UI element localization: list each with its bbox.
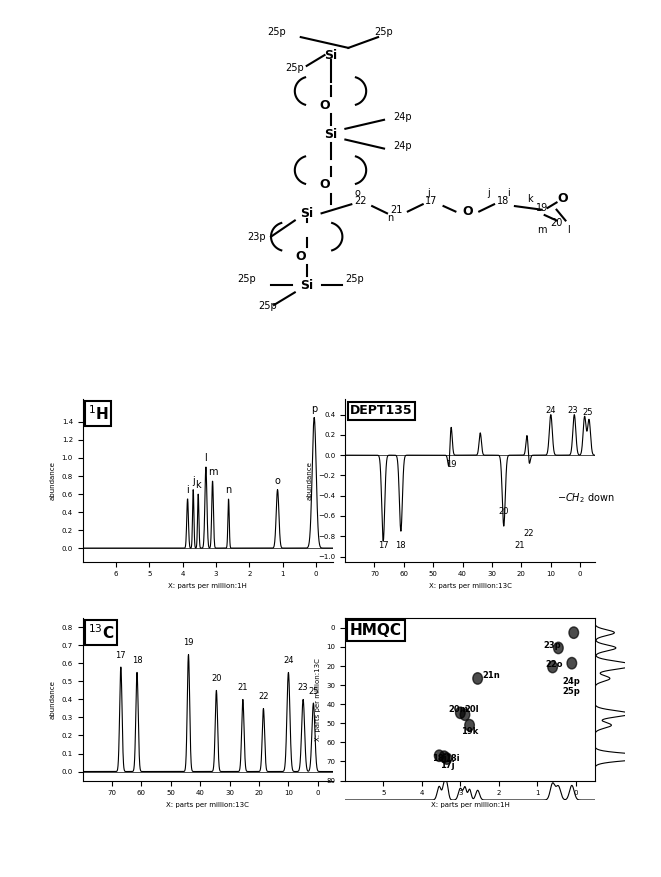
- Text: 25p: 25p: [268, 27, 286, 38]
- Text: 22o: 22o: [546, 660, 563, 668]
- Text: $^{13}$C: $^{13}$C: [88, 624, 114, 642]
- Text: 21n: 21n: [483, 671, 500, 680]
- Ellipse shape: [569, 627, 578, 638]
- Ellipse shape: [473, 673, 483, 684]
- Text: 18: 18: [132, 656, 142, 666]
- Text: i: i: [508, 189, 510, 198]
- Text: j: j: [486, 189, 490, 198]
- Text: 25p: 25p: [346, 274, 364, 283]
- X-axis label: X: parts per million:13C: X: parts per million:13C: [428, 583, 512, 588]
- Y-axis label: abundance: abundance: [307, 461, 313, 500]
- Text: $^{1}$H: $^{1}$H: [88, 404, 108, 423]
- Text: O: O: [295, 250, 306, 263]
- Text: 22: 22: [524, 529, 534, 538]
- Text: 23: 23: [568, 405, 578, 415]
- Text: o: o: [354, 189, 360, 198]
- Text: 24p: 24p: [563, 677, 580, 686]
- Text: 23p: 23p: [247, 232, 266, 242]
- Text: Si: Si: [300, 279, 313, 292]
- Y-axis label: abundance: abundance: [50, 461, 56, 500]
- Text: 25p: 25p: [286, 63, 304, 74]
- Text: k: k: [196, 481, 201, 490]
- Text: 17j: 17j: [440, 760, 454, 770]
- Text: O: O: [319, 99, 330, 112]
- Text: 25p: 25p: [258, 301, 278, 310]
- Text: n: n: [387, 213, 393, 224]
- Text: 23p: 23p: [544, 640, 561, 650]
- Text: l: l: [204, 453, 208, 463]
- Text: 18i: 18i: [446, 754, 460, 763]
- Ellipse shape: [567, 658, 576, 669]
- Text: 25p: 25p: [375, 27, 393, 38]
- Text: l: l: [567, 225, 570, 235]
- Text: DEPT135: DEPT135: [350, 404, 412, 417]
- Text: m: m: [537, 225, 547, 235]
- Text: 24: 24: [545, 405, 556, 415]
- Text: j: j: [427, 189, 430, 198]
- Text: 20l: 20l: [465, 705, 479, 715]
- Text: 20m: 20m: [448, 705, 469, 715]
- Ellipse shape: [553, 642, 563, 653]
- Text: 25p: 25p: [563, 688, 580, 696]
- Text: O: O: [462, 205, 473, 218]
- Text: 20: 20: [498, 507, 509, 516]
- Ellipse shape: [460, 709, 470, 720]
- Text: Si: Si: [324, 128, 337, 140]
- Text: 19: 19: [183, 638, 194, 647]
- Ellipse shape: [442, 752, 451, 765]
- Text: 22: 22: [354, 196, 366, 206]
- Text: j: j: [192, 476, 194, 486]
- Text: 25: 25: [308, 687, 319, 695]
- X-axis label: X: parts per million:1H: X: parts per million:1H: [430, 802, 510, 808]
- Ellipse shape: [465, 719, 475, 731]
- Text: 21: 21: [515, 541, 525, 551]
- Text: 25: 25: [582, 408, 593, 417]
- Text: 24p: 24p: [393, 111, 412, 122]
- X-axis label: X: parts per million:13C: X: parts per million:13C: [166, 802, 249, 808]
- Text: 19: 19: [535, 203, 548, 213]
- Text: 19: 19: [446, 460, 456, 469]
- Text: O: O: [319, 178, 330, 191]
- Text: 17: 17: [378, 541, 389, 551]
- Text: m: m: [208, 467, 217, 477]
- Y-axis label: abundance: abundance: [50, 680, 56, 719]
- Ellipse shape: [434, 750, 444, 761]
- Text: 19k: 19k: [461, 727, 478, 737]
- Text: 18: 18: [395, 541, 406, 551]
- Text: 20: 20: [551, 217, 563, 228]
- Text: p: p: [311, 403, 317, 414]
- Text: 24p: 24p: [393, 140, 412, 151]
- Ellipse shape: [548, 661, 557, 673]
- Text: 25p: 25p: [237, 274, 256, 283]
- Text: 22: 22: [258, 692, 268, 702]
- Text: 20: 20: [211, 674, 221, 683]
- Text: 21: 21: [237, 683, 248, 692]
- Text: 17: 17: [426, 196, 438, 206]
- X-axis label: X: parts per million:1H: X: parts per million:1H: [168, 583, 247, 588]
- Text: 17: 17: [116, 651, 126, 660]
- Ellipse shape: [440, 751, 449, 762]
- Y-axis label: X: parts per million:13C: X: parts per million:13C: [315, 658, 321, 741]
- Text: 24: 24: [283, 656, 293, 666]
- Text: HMQC: HMQC: [350, 624, 402, 638]
- Text: 23: 23: [298, 683, 309, 692]
- Text: 21: 21: [390, 205, 402, 215]
- Text: n: n: [225, 485, 232, 495]
- Text: 18j: 18j: [432, 754, 447, 763]
- Text: i: i: [186, 485, 189, 495]
- Text: Si: Si: [324, 48, 337, 61]
- Text: Si: Si: [300, 207, 313, 220]
- Text: k: k: [527, 195, 533, 204]
- Ellipse shape: [455, 707, 465, 718]
- Text: $-CH_2$ down: $-CH_2$ down: [557, 491, 614, 504]
- Text: 18: 18: [497, 196, 509, 206]
- Text: O: O: [557, 192, 568, 205]
- Text: o: o: [274, 476, 280, 486]
